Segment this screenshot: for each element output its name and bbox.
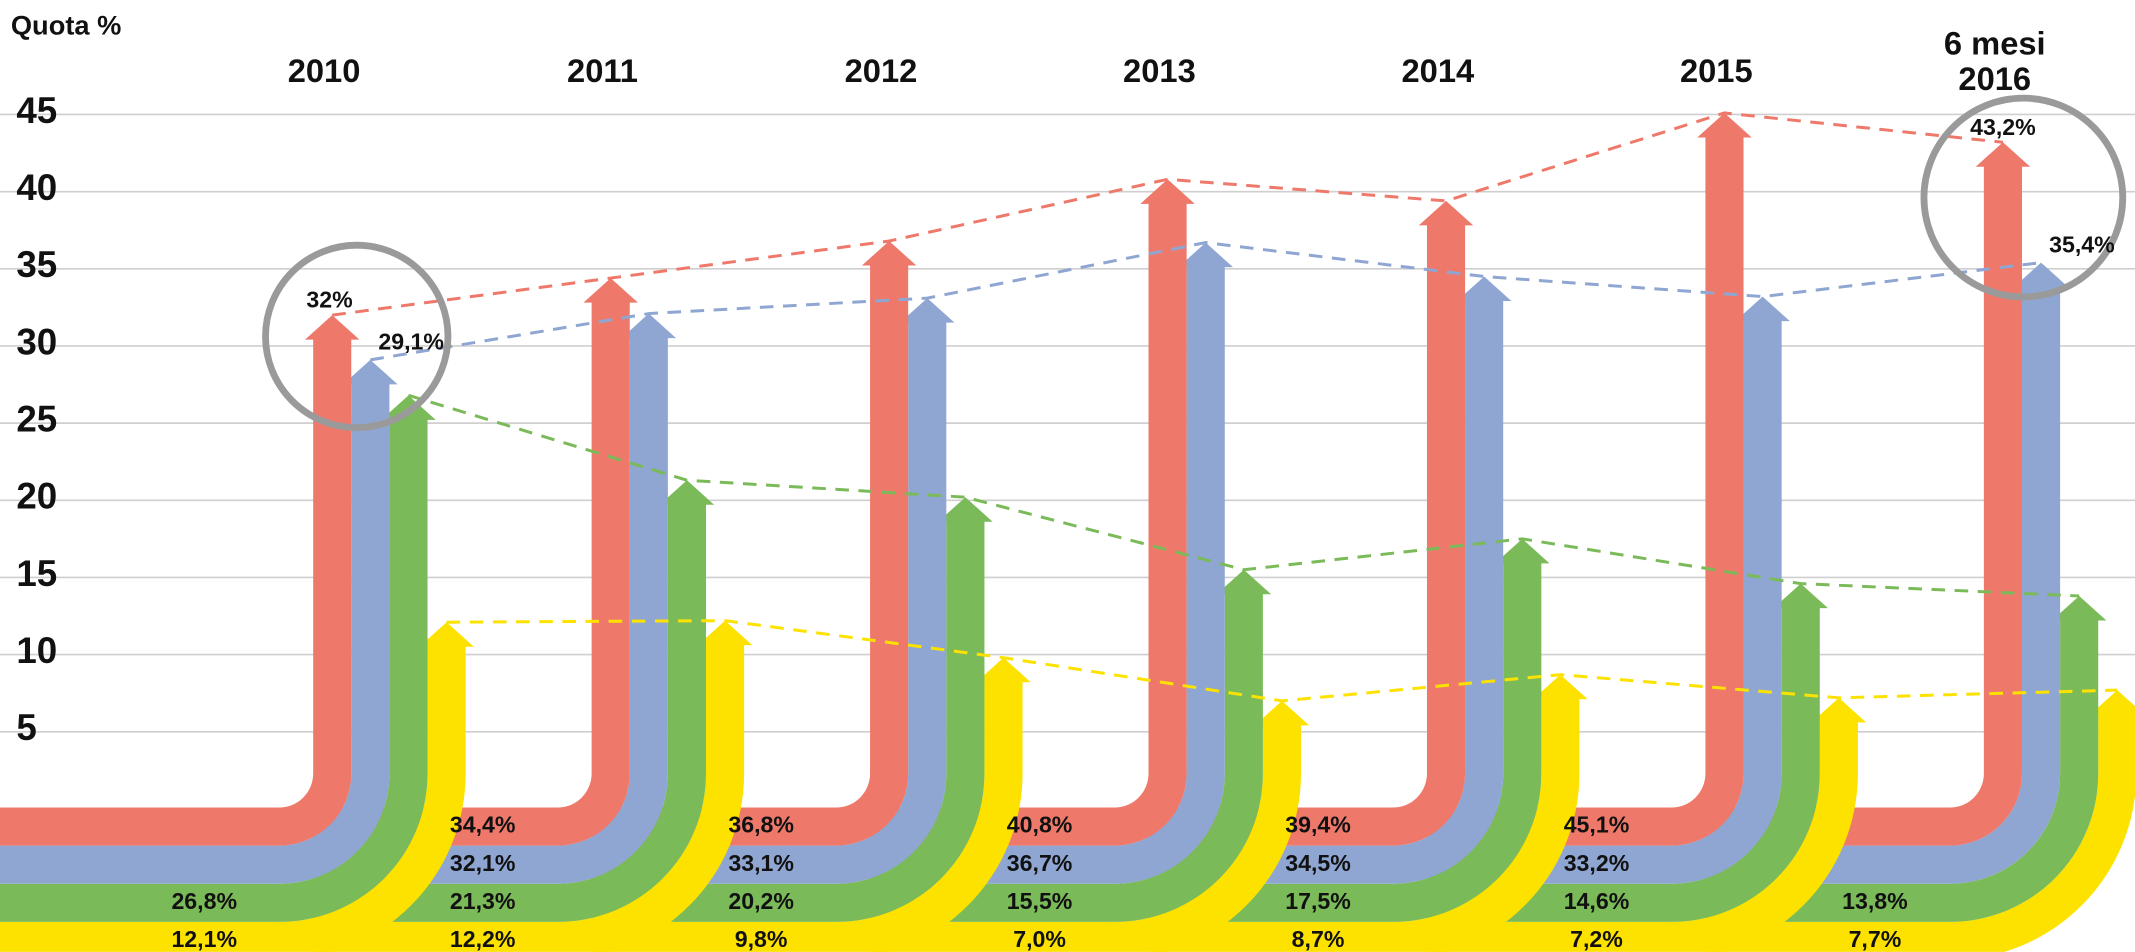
value-label: 36,7% (1007, 850, 1073, 876)
value-label: 43,2% (1970, 114, 2036, 140)
trend-line (332, 111, 2004, 317)
value-label: 32,1% (450, 850, 516, 876)
arrow (870, 179, 1195, 846)
value-label: 34,5% (1285, 850, 1351, 876)
value-label: 21,3% (450, 888, 516, 914)
arrow (313, 313, 677, 884)
y-tick-label: 5 (16, 707, 36, 748)
value-label: 36,8% (728, 812, 794, 838)
trend-lines (332, 111, 2118, 703)
arrow (313, 480, 715, 922)
trend-line (446, 619, 2118, 703)
arrow (313, 278, 638, 846)
arrow (1426, 112, 1752, 846)
value-label: 15,5% (1007, 888, 1073, 914)
value-label: 7,0% (1013, 926, 1066, 952)
arrow (870, 242, 1233, 884)
value-label: 29,1% (378, 329, 444, 355)
x-tick-label-box: 6 mesi 2016 (1943, 27, 2046, 99)
y-tick-label: 10 (16, 630, 57, 671)
value-label: 35,4% (2049, 231, 2115, 257)
x-tick-label-box: 2012 (844, 53, 918, 90)
arrow (1705, 262, 2069, 884)
arrow (0, 315, 360, 846)
value-label: 39,4% (1285, 812, 1351, 838)
value-label: 14,6% (1564, 888, 1630, 914)
value-label: 9,8% (735, 926, 788, 952)
y-tick-label: 35 (16, 244, 57, 285)
x-tick-label: 2012 (844, 53, 918, 90)
x-tick-label: 6 mesi 2016 (1943, 27, 2046, 99)
value-label: 34,4% (450, 812, 516, 838)
x-tick-label-box: 2015 (1679, 53, 1753, 90)
y-axis-title: Quota % (11, 10, 121, 41)
value-label: 12,1% (171, 926, 237, 952)
x-tick-label: 2014 (1401, 53, 1475, 90)
arrow (1148, 538, 1550, 922)
arrow (591, 497, 993, 922)
x-tick-label-box: 2013 (1123, 53, 1196, 90)
arrow (1705, 142, 2031, 846)
value-label: 17,5% (1285, 888, 1351, 914)
x-tick-label: 2013 (1123, 53, 1196, 90)
x-tick-label-box: 2014 (1401, 53, 1475, 90)
value-label: 12,2% (450, 926, 516, 952)
arrow (591, 298, 955, 884)
y-tick-label: 25 (16, 398, 57, 439)
value-label: 32% (306, 287, 352, 313)
arrow (0, 359, 398, 884)
value-label: 7,7% (1849, 926, 1902, 952)
arrows (0, 112, 2135, 952)
value-label: 33,2% (1564, 850, 1630, 876)
value-label: 26,8% (171, 888, 237, 914)
x-tick-label: 2011 (567, 53, 638, 90)
value-label: 40,8% (1007, 812, 1073, 838)
x-tick-label-box: 2011 (567, 53, 638, 90)
y-tick-label: 45 (16, 90, 57, 131)
value-label: 13,8% (1842, 888, 1908, 914)
x-tick-label-box: 2010 (287, 53, 361, 90)
y-tick-label: 20 (16, 476, 57, 517)
trend-line (408, 393, 2080, 598)
value-label: 8,7% (1292, 926, 1345, 952)
value-label: 45,1% (1564, 812, 1630, 838)
highlight-circle (262, 241, 452, 432)
arrow (1426, 296, 1790, 884)
trend-line (370, 241, 2042, 362)
y-tick-label: 30 (16, 321, 57, 362)
value-label: 7,2% (1570, 926, 1623, 952)
arrow (1148, 276, 1512, 884)
x-tick-label: 2015 (1679, 53, 1753, 90)
value-label: 33,1% (728, 850, 794, 876)
labels: 5 10 15 20 25 30 35 40 45 32% 34,4% 36,8% 40,8% 39,4%… (16, 90, 2114, 952)
value-label: 20,2% (728, 888, 794, 914)
arrow (1148, 200, 1474, 846)
x-tick-label: 2010 (287, 53, 361, 90)
arrow (313, 620, 753, 952)
arrow (0, 395, 436, 922)
y-tick-label: 15 (16, 553, 57, 594)
highlight-circle (1920, 94, 2127, 301)
y-tick-label: 40 (16, 167, 57, 208)
